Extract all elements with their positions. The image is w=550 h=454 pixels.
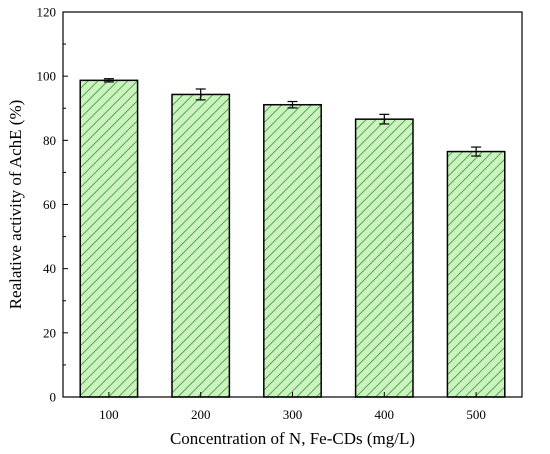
x-axis-title: Concentration of N, Fe-CDs (mg/L) [170,429,415,448]
plot-frame [62,11,523,398]
y-tick-label: 40 [43,261,56,276]
bar [446,150,506,398]
x-tick-label: 400 [375,407,395,422]
y-tick-label: 20 [43,325,56,340]
y-tick-label: 120 [37,5,57,20]
y-axis-title: Realative activity of AchE (%) [6,100,25,310]
y-tick-label: 100 [37,69,57,84]
y-tick-label: 80 [43,133,56,148]
y-tick-label: 60 [43,197,56,212]
x-tick-label: 300 [283,407,303,422]
bar [79,79,139,398]
x-tick-label: 100 [99,407,119,422]
bar [354,118,414,398]
x-tick-label: 200 [191,407,211,422]
bar [171,93,231,398]
y-tick-label: 0 [50,390,57,405]
bar [263,103,322,398]
x-tick-label: 500 [466,407,486,422]
plot-area: 0 20 40 60 80 100 120 100 200 300 400 500 [37,5,506,422]
